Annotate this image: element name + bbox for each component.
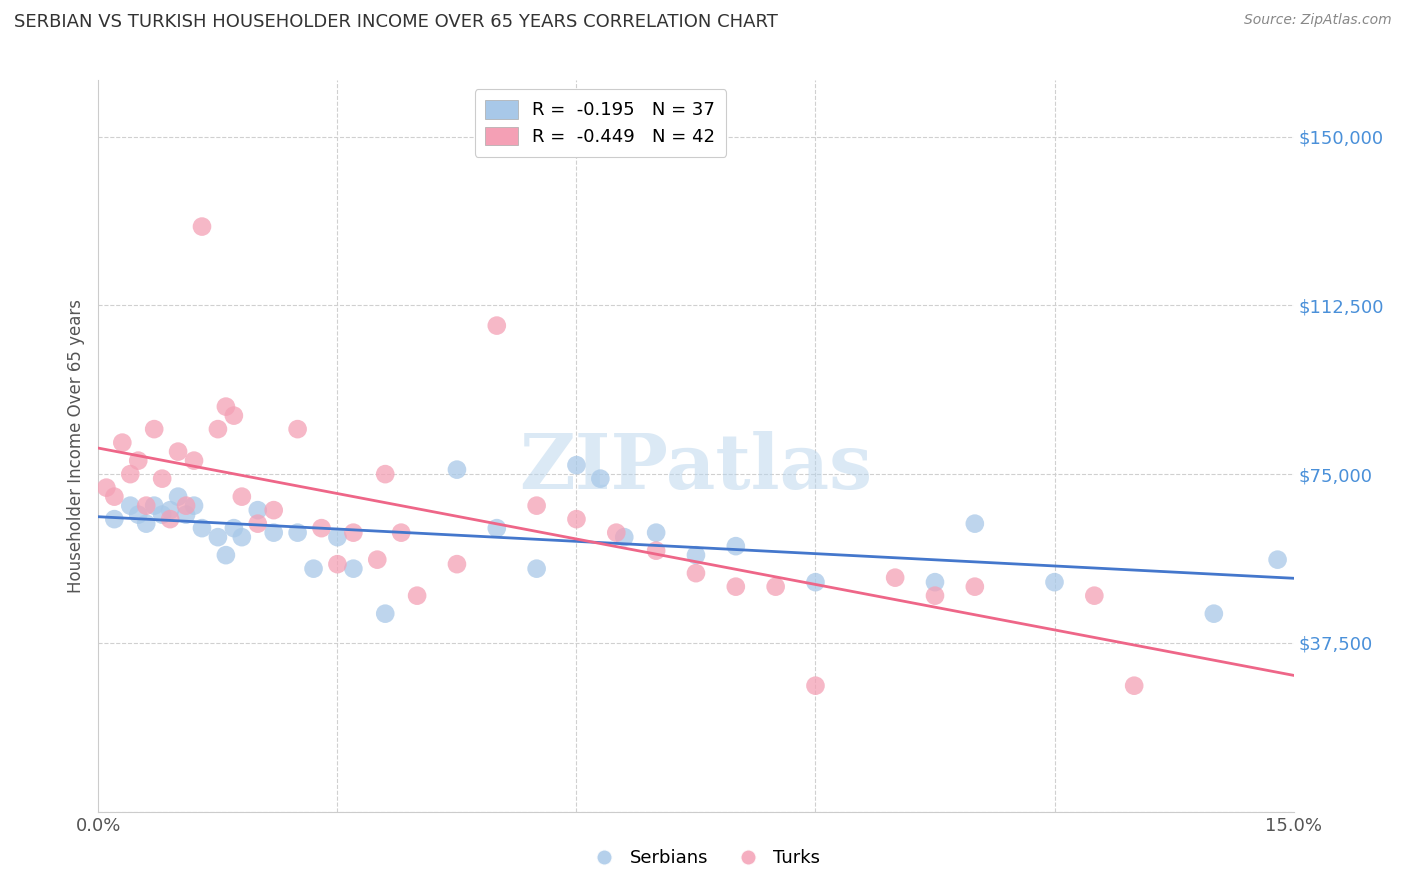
- Point: [215, 400, 238, 414]
- Point: [207, 530, 229, 544]
- Point: [374, 607, 396, 621]
- Point: [183, 499, 205, 513]
- Point: [765, 580, 787, 594]
- Point: [231, 530, 253, 544]
- Point: [326, 557, 349, 571]
- Point: [1043, 575, 1066, 590]
- Point: [174, 508, 197, 522]
- Point: [263, 525, 285, 540]
- Legend: Serbians, Turks: Serbians, Turks: [579, 842, 827, 874]
- Point: [589, 472, 612, 486]
- Point: [103, 512, 125, 526]
- Point: [96, 481, 118, 495]
- Point: [191, 521, 214, 535]
- Point: [263, 503, 285, 517]
- Point: [246, 503, 269, 517]
- Text: Source: ZipAtlas.com: Source: ZipAtlas.com: [1244, 13, 1392, 28]
- Point: [135, 516, 157, 531]
- Point: [231, 490, 253, 504]
- Point: [605, 525, 627, 540]
- Point: [222, 521, 245, 535]
- Point: [120, 499, 142, 513]
- Point: [1123, 679, 1146, 693]
- Point: [645, 543, 668, 558]
- Legend: R =  -0.195   N = 37, R =  -0.449   N = 42: R = -0.195 N = 37, R = -0.449 N = 42: [475, 89, 725, 157]
- Point: [183, 453, 205, 467]
- Point: [191, 219, 214, 234]
- Point: [1267, 552, 1289, 566]
- Point: [526, 499, 548, 513]
- Point: [374, 467, 396, 482]
- Point: [215, 548, 238, 562]
- Point: [127, 508, 149, 522]
- Point: [302, 562, 325, 576]
- Point: [724, 539, 747, 553]
- Point: [287, 525, 309, 540]
- Point: [924, 575, 946, 590]
- Point: [613, 530, 636, 544]
- Text: SERBIAN VS TURKISH HOUSEHOLDER INCOME OVER 65 YEARS CORRELATION CHART: SERBIAN VS TURKISH HOUSEHOLDER INCOME OV…: [14, 13, 778, 31]
- Point: [526, 562, 548, 576]
- Point: [389, 525, 412, 540]
- Y-axis label: Householder Income Over 65 years: Householder Income Over 65 years: [67, 299, 86, 593]
- Point: [222, 409, 245, 423]
- Point: [804, 575, 827, 590]
- Point: [685, 548, 707, 562]
- Text: ZIPatlas: ZIPatlas: [519, 431, 873, 505]
- Point: [135, 499, 157, 513]
- Point: [174, 499, 197, 513]
- Point: [150, 508, 173, 522]
- Point: [143, 499, 166, 513]
- Point: [884, 571, 907, 585]
- Point: [167, 444, 190, 458]
- Point: [150, 472, 173, 486]
- Point: [924, 589, 946, 603]
- Point: [143, 422, 166, 436]
- Point: [963, 516, 986, 531]
- Point: [342, 525, 364, 540]
- Point: [159, 512, 181, 526]
- Point: [446, 557, 468, 571]
- Point: [565, 512, 588, 526]
- Point: [804, 679, 827, 693]
- Point: [127, 453, 149, 467]
- Point: [1083, 589, 1105, 603]
- Point: [111, 435, 134, 450]
- Point: [485, 521, 508, 535]
- Point: [167, 490, 190, 504]
- Point: [406, 589, 429, 603]
- Point: [120, 467, 142, 482]
- Point: [963, 580, 986, 594]
- Point: [326, 530, 349, 544]
- Point: [246, 516, 269, 531]
- Point: [159, 503, 181, 517]
- Point: [311, 521, 333, 535]
- Point: [366, 552, 388, 566]
- Point: [685, 566, 707, 581]
- Point: [565, 458, 588, 472]
- Point: [103, 490, 125, 504]
- Point: [1202, 607, 1225, 621]
- Point: [342, 562, 364, 576]
- Point: [207, 422, 229, 436]
- Point: [724, 580, 747, 594]
- Point: [287, 422, 309, 436]
- Point: [645, 525, 668, 540]
- Point: [485, 318, 508, 333]
- Point: [446, 462, 468, 476]
